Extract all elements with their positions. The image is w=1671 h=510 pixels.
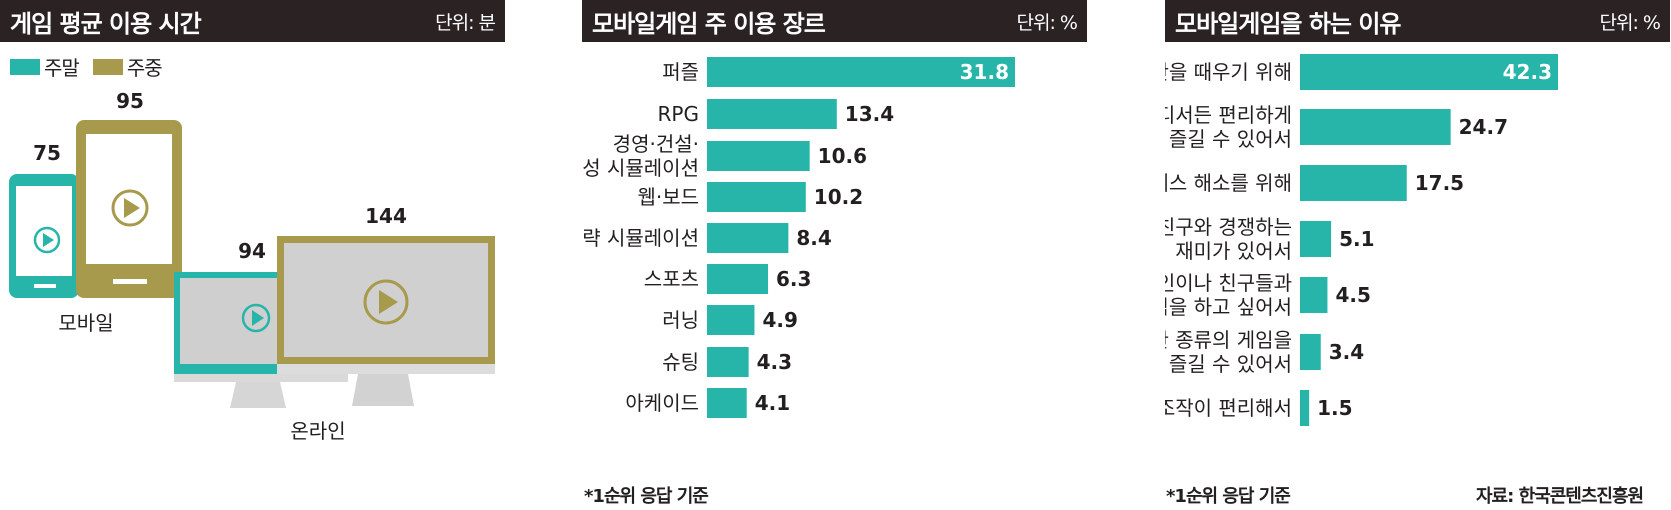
legend-swatch-weekday — [92, 58, 123, 75]
value-label: 17.5 — [1415, 171, 1464, 195]
panel-title: 모바일게임을 하는 이유 — [1175, 9, 1402, 38]
value-label: 4.1 — [755, 391, 790, 415]
value-label-mobile-weekend: 75 — [33, 141, 61, 165]
bar — [707, 347, 749, 377]
value-label-online-weekday: 144 — [365, 204, 407, 228]
unit-label: 단위: % — [1016, 11, 1078, 34]
monitor-weekday — [277, 236, 495, 406]
play-icon — [363, 279, 409, 325]
value-label: 10.2 — [814, 185, 863, 209]
bar — [1300, 334, 1321, 370]
value-label: 10.6 — [818, 144, 867, 168]
value-label: 31.8 — [960, 60, 1009, 84]
bar — [707, 388, 747, 418]
category-label: 전략 시뮬레이션 — [582, 226, 699, 250]
category-label: 시간을 때우기 위해 — [1165, 60, 1292, 84]
play-icon — [33, 226, 61, 254]
category-label: 재미가 있어서 — [1175, 239, 1292, 263]
panel-header-genre: 모바일게임 주 이용 장르 단위: % — [582, 0, 1087, 42]
bar — [707, 305, 755, 335]
category-label: 즐길 수 있어서 — [1169, 127, 1292, 151]
category-label: 즐길 수 있어서 — [1169, 352, 1292, 376]
bar — [707, 264, 769, 294]
category-label: 다양한 종류의 게임을 — [1165, 328, 1292, 352]
category-label: 스트레스 해소를 위해 — [1165, 171, 1292, 195]
phone-weekend — [9, 174, 79, 298]
device-illustration: 75 95 모바일 94 144 온라인 — [9, 90, 495, 443]
value-label: 24.7 — [1459, 115, 1508, 139]
panel-title: 모바일게임 주 이용 장르 — [592, 9, 826, 38]
value-label: 4.5 — [1335, 283, 1370, 307]
genre-bar-chart: 퍼즐 31.8 RPG 13.4 경영·건설·육성 시뮬레이션 10.6 웹·보드 10.2 전… — [582, 57, 1015, 418]
bar — [707, 57, 1015, 87]
legend: 주말 주중 — [10, 52, 176, 81]
category-label: 어디서든 편리하게 — [1165, 103, 1292, 127]
bar — [707, 223, 789, 253]
bar — [707, 99, 837, 129]
category-label: 조작이 편리해서 — [1165, 396, 1292, 420]
category-label: 퍼즐 — [662, 60, 699, 84]
value-label: 4.9 — [762, 308, 797, 332]
category-label: 스포츠 — [644, 267, 699, 291]
bar — [707, 182, 806, 212]
footnote: *1순위 응답 기준 — [584, 486, 709, 507]
bar — [707, 141, 810, 171]
category-label: 게임친구와 경쟁하는 — [1165, 215, 1292, 239]
category-label: 경영·건설· — [613, 132, 699, 156]
value-label-online-weekend: 94 — [238, 239, 266, 263]
play-icon — [111, 189, 149, 227]
category-label: 육성 시뮬레이션 — [582, 156, 699, 180]
category-label: 지인이나 친구들과 — [1165, 271, 1292, 295]
bar — [1300, 221, 1332, 257]
bar — [1300, 390, 1310, 426]
category-label: RPG — [658, 102, 699, 126]
value-label-mobile-weekday: 95 — [116, 90, 144, 113]
category-label: 게임을 하고 싶어서 — [1165, 295, 1292, 319]
group-label-mobile: 모바일 — [58, 311, 113, 335]
value-label: 3.4 — [1329, 340, 1364, 364]
value-label: 13.4 — [845, 102, 894, 126]
legend-label-weekend: 주말 — [44, 56, 80, 80]
legend-label-weekday: 주중 — [126, 56, 163, 80]
source-label: 자료: 한국콘텐츠진흥원 — [1476, 486, 1644, 507]
footnote: *1순위 응답 기준 — [1166, 486, 1291, 507]
value-label: 5.1 — [1339, 227, 1374, 251]
phone-weekday — [76, 120, 182, 298]
panel-header-reason: 모바일게임을 하는 이유 단위: % — [1165, 0, 1670, 42]
bar — [1300, 165, 1407, 201]
category-label: 러닝 — [662, 308, 699, 332]
legend-swatch-weekend — [10, 58, 40, 75]
category-label: 슈팅 — [662, 350, 699, 374]
panel-header-time: 게임 평균 이용 시간 단위: 분 — [0, 0, 505, 42]
bar — [1300, 277, 1328, 313]
value-label: 1.5 — [1317, 396, 1352, 420]
bar — [1300, 54, 1558, 90]
play-icon — [241, 303, 271, 333]
value-label: 4.3 — [757, 350, 792, 374]
unit-label: 단위: % — [1599, 11, 1661, 34]
value-label: 6.3 — [776, 267, 811, 291]
category-label: 웹·보드 — [637, 185, 699, 209]
value-label: 42.3 — [1503, 60, 1552, 84]
category-label: 아케이드 — [625, 391, 699, 415]
value-label: 8.4 — [796, 226, 831, 250]
bar — [1300, 109, 1451, 145]
panel-title: 게임 평균 이용 시간 — [10, 9, 202, 38]
unit-label: 단위: 분 — [435, 11, 496, 34]
group-label-online: 온라인 — [290, 419, 345, 443]
